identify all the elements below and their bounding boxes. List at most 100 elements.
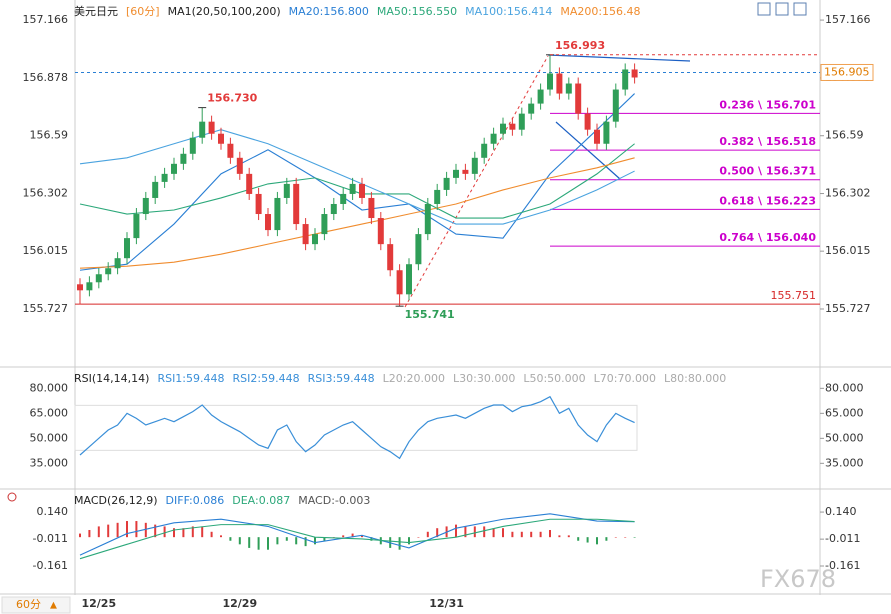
macd-bar [586, 537, 589, 543]
macd-bar [464, 526, 467, 538]
macd-bar [126, 521, 128, 538]
macd-bar [314, 537, 316, 545]
header-item: DEA:0.087 [232, 494, 291, 507]
last-price-label: 156.905 [824, 65, 870, 78]
candle-body [312, 234, 318, 245]
macd-bar [267, 537, 269, 550]
macd-bar [455, 524, 457, 538]
candle-body [302, 224, 309, 245]
fib-label: 0.500 \ 156.371 [719, 165, 816, 178]
macd-bar [201, 526, 204, 538]
candle-body [265, 214, 271, 231]
macd-bar [511, 531, 514, 538]
macd-bar [426, 531, 429, 538]
candle-body [77, 284, 83, 291]
candle-body [424, 203, 431, 235]
period-label[interactable]: 60分 [16, 598, 41, 611]
y-tick-label: -0.161 [33, 559, 68, 572]
macd-bar [173, 528, 175, 538]
support-label: 155.751 [771, 289, 817, 302]
candle-body [246, 173, 253, 194]
rsi-frame [74, 404, 638, 451]
header-item: L70:70.000 [593, 372, 656, 385]
macd-bar [210, 531, 213, 538]
header-item: RSI2:59.448 [232, 372, 300, 385]
candle-body [500, 123, 506, 134]
macd-bar [492, 528, 495, 538]
macd-bar [220, 535, 222, 538]
candle-body [509, 123, 516, 130]
candle-body [161, 173, 168, 182]
candle-body [612, 89, 619, 122]
icon[interactable] [793, 2, 807, 16]
candle-body [453, 169, 459, 178]
icon[interactable] [757, 2, 771, 16]
y-tick-label: 50.000 [30, 431, 69, 444]
macd-line [79, 518, 635, 560]
icon[interactable] [775, 2, 789, 16]
macd-bar [295, 537, 298, 545]
candle-body [481, 143, 488, 158]
macd-bar [539, 531, 542, 538]
fib-label: 0.618 \ 156.223 [719, 194, 816, 207]
y-tick-label: 156.59 [30, 129, 69, 142]
macd-bar [304, 537, 307, 547]
y-tick-label: 156.302 [23, 187, 69, 200]
macd-bar [473, 526, 476, 538]
rsi-line [79, 395, 635, 460]
y-tick-label: 157.166 [23, 13, 69, 26]
macd-bar [248, 537, 251, 548]
period-button[interactable] [1, 596, 71, 614]
header-item: L30:30.000 [453, 372, 516, 385]
indicator-header: RSI(14,14,14) RSI1:59.448 RSI2:59.448 RSI3:… [74, 372, 734, 385]
macd-bar [417, 537, 420, 538]
y-tick-label: 155.727 [825, 302, 871, 315]
macd-bar [558, 535, 561, 538]
candle-body [490, 133, 497, 144]
period-arrow[interactable]: ▲ [50, 601, 57, 611]
toolbar-icons[interactable] [757, 2, 807, 16]
header-item: MA200:156.48 [560, 5, 641, 18]
macd-bar [79, 533, 81, 538]
header-item: RSI(14,14,14) [74, 372, 150, 385]
macd-line [79, 513, 635, 556]
settings-icon[interactable] [7, 492, 17, 502]
macd-bar [229, 537, 232, 541]
indicator-header: 美元日元 [60分] MA1(20,50,100,200) MA20:156.800 M… [74, 3, 649, 19]
candle-body [293, 183, 300, 225]
macd-bar [323, 537, 326, 541]
candle-body [218, 133, 224, 144]
candle-body [133, 214, 140, 239]
candle-body [631, 69, 638, 78]
candle-body [189, 137, 196, 154]
macd-bar [530, 531, 533, 538]
ma-line [79, 93, 635, 271]
candle-body [584, 113, 591, 130]
indicator-header: MACD(26,12,9) DIFF:0.086 DEA:0.087 MACD:-0.… [74, 494, 378, 507]
candle-body [368, 197, 375, 219]
macd-bar [502, 528, 504, 538]
header-item: RSI3:59.448 [307, 372, 375, 385]
macd-bar [107, 524, 110, 538]
macd-bar [520, 531, 523, 538]
candle-body [387, 244, 394, 271]
header-item: [60分] [126, 5, 160, 18]
last-price-box [820, 63, 874, 81]
header-item: MACD(26,12,9) [74, 494, 158, 507]
candle-body [274, 197, 281, 231]
header-item: MA100:156.414 [465, 5, 553, 18]
macd-bar [408, 537, 410, 545]
macd-bar [596, 537, 598, 545]
macd-bar [633, 537, 636, 538]
y-tick-label: 156.015 [825, 244, 871, 257]
candle-body [330, 203, 337, 215]
y-tick-label: 35.000 [825, 456, 864, 469]
candle-body [171, 163, 177, 174]
candle-body [565, 83, 572, 94]
candle-body [415, 234, 422, 265]
macd-bar [351, 533, 354, 538]
candle-body [575, 83, 582, 114]
candle-body [434, 189, 441, 204]
